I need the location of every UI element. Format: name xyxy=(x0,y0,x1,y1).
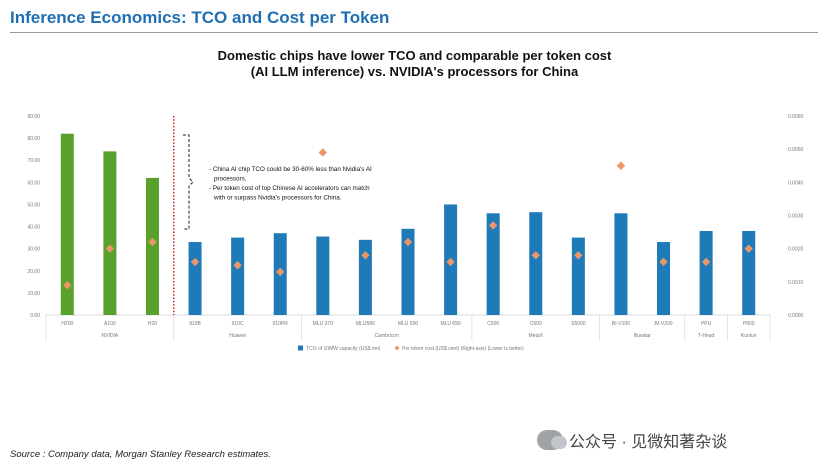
token-cost-marker xyxy=(318,148,328,157)
x-tick-label: 910PR xyxy=(273,321,289,327)
legend-tco-label: TCO of 10MW capacity (US$ mn) xyxy=(306,346,381,352)
x-tick-label: C600 xyxy=(530,321,542,327)
y-left-tick-label: 90.00 xyxy=(27,114,40,120)
token-cost-marker xyxy=(744,244,753,253)
tco-bar xyxy=(742,230,756,315)
token-cost-marker xyxy=(63,280,72,290)
group-label: MetaX xyxy=(529,333,544,339)
x-tick-label: H20 xyxy=(148,321,157,327)
y-left-tick-label: 80.00 xyxy=(27,136,40,142)
x-tick-label: PPU xyxy=(701,321,712,327)
x-tick-label: MLU580 xyxy=(356,321,375,327)
tco-bar xyxy=(699,230,713,315)
token-cost-marker xyxy=(276,267,285,277)
y-right-tick-label: 0.0060 xyxy=(788,114,804,120)
group-label: NVIDIA xyxy=(102,333,119,339)
x-tick-label: S5000 xyxy=(571,321,586,327)
x-tick-label: A100 xyxy=(104,321,116,327)
tco-bar xyxy=(571,237,585,315)
watermark: 公众号 · 见微知著杂谈 xyxy=(537,428,727,452)
y-left-tick-label: 0.00 xyxy=(30,313,40,319)
group-label: Kunlun xyxy=(741,333,757,339)
x-tick-label: 910B xyxy=(189,321,201,327)
y-left-tick-label: 70.00 xyxy=(27,158,40,164)
watermark-text: 公众号 · 见微知著杂谈 xyxy=(569,434,728,451)
tco-bar xyxy=(529,212,543,315)
token-cost-marker xyxy=(233,261,242,270)
y-right-tick-label: 0.0020 xyxy=(788,247,804,253)
x-tick-label: MLU 690 xyxy=(440,321,461,327)
tco-bar xyxy=(486,213,500,315)
token-cost-marker xyxy=(105,244,115,253)
token-cost-marker xyxy=(574,251,583,260)
y-right-tick-label: 0.0000 xyxy=(788,313,804,319)
group-label: T-Head xyxy=(698,333,715,339)
annotation-text: - China AI chip TCO could be 30-60% less… xyxy=(209,166,372,173)
group-label: Huawei xyxy=(229,333,246,339)
x-tick-label: MLU 370 xyxy=(313,321,334,327)
tco-bar xyxy=(358,239,372,315)
source-note: Source : Company data, Morgan Stanley Re… xyxy=(10,449,271,460)
tco-bar xyxy=(103,151,117,315)
annotation-text: - Per token cost of top Chinese AI accel… xyxy=(209,185,370,192)
chart-title-line-1: Domestic chips have lower TCO and compar… xyxy=(217,48,612,63)
token-cost-marker xyxy=(190,257,200,267)
tco-bar xyxy=(657,242,671,315)
tco-bar xyxy=(231,237,245,315)
token-cost-marker xyxy=(616,161,626,170)
annotation-text: with or surpass Nvidia's processors for … xyxy=(213,195,342,202)
tco-bar xyxy=(614,213,628,315)
y-left-tick-label: 50.00 xyxy=(27,202,40,208)
tco-bar xyxy=(316,236,330,315)
tco-bar xyxy=(401,228,415,315)
x-tick-label: P800 xyxy=(743,321,755,327)
token-cost-marker xyxy=(531,251,540,260)
y-right-tick-label: 0.0050 xyxy=(788,147,804,153)
x-tick-label: BI-V100 xyxy=(612,321,630,327)
wechat-icon xyxy=(537,430,567,450)
y-left-tick-label: 30.00 xyxy=(27,247,40,253)
group-label: Illuvatar xyxy=(633,333,651,339)
token-cost-marker xyxy=(361,251,370,260)
token-cost-marker xyxy=(701,257,711,267)
y-left-tick-label: 20.00 xyxy=(27,269,40,275)
legend-tco-swatch xyxy=(298,345,303,351)
x-tick-label: H200 xyxy=(61,321,73,327)
y-left-tick-label: 40.00 xyxy=(27,225,40,231)
token-cost-marker xyxy=(403,237,413,247)
x-tick-label: BI-V200 xyxy=(654,321,672,327)
chart-title-line-2: (AI LLM inference) vs. NVIDIA's processo… xyxy=(250,64,579,79)
y-left-tick-label: 60.00 xyxy=(27,180,40,186)
legend-token-label: Per token cost (US$ cent) (Right-axis) (… xyxy=(402,346,524,352)
tco-bar xyxy=(60,133,74,315)
legend-token-swatch xyxy=(394,345,400,351)
title-divider xyxy=(10,32,818,33)
token-cost-marker xyxy=(659,257,668,267)
y-right-tick-label: 0.0030 xyxy=(788,214,804,220)
y-right-tick-label: 0.0010 xyxy=(788,280,804,286)
annotation-brace xyxy=(183,134,194,230)
annotation-text: processors. xyxy=(214,176,247,183)
tco-bar xyxy=(188,242,202,315)
y-right-tick-label: 0.0040 xyxy=(788,180,804,186)
x-tick-label: C500 xyxy=(487,321,499,327)
y-left-tick-label: 10.00 xyxy=(27,291,40,297)
token-cost-marker xyxy=(488,221,498,230)
token-cost-marker xyxy=(148,237,157,247)
x-tick-label: MLU 590 xyxy=(398,321,419,327)
token-cost-marker xyxy=(446,257,455,267)
group-label: Cambricon xyxy=(375,333,399,339)
x-tick-label: 910C xyxy=(232,321,244,327)
tco-bar xyxy=(145,177,159,315)
page-title: Inference Economics: TCO and Cost per To… xyxy=(10,8,390,27)
